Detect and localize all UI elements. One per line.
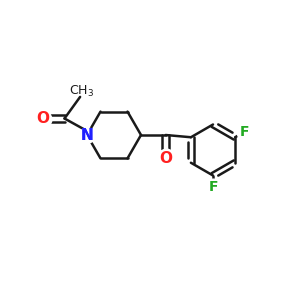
Text: F: F bbox=[240, 124, 250, 139]
Text: O: O bbox=[159, 151, 172, 166]
Text: F: F bbox=[208, 180, 218, 194]
Text: O: O bbox=[36, 111, 50, 126]
Text: N: N bbox=[81, 128, 93, 142]
Text: CH$_3$: CH$_3$ bbox=[69, 84, 94, 99]
Text: N: N bbox=[81, 128, 93, 142]
